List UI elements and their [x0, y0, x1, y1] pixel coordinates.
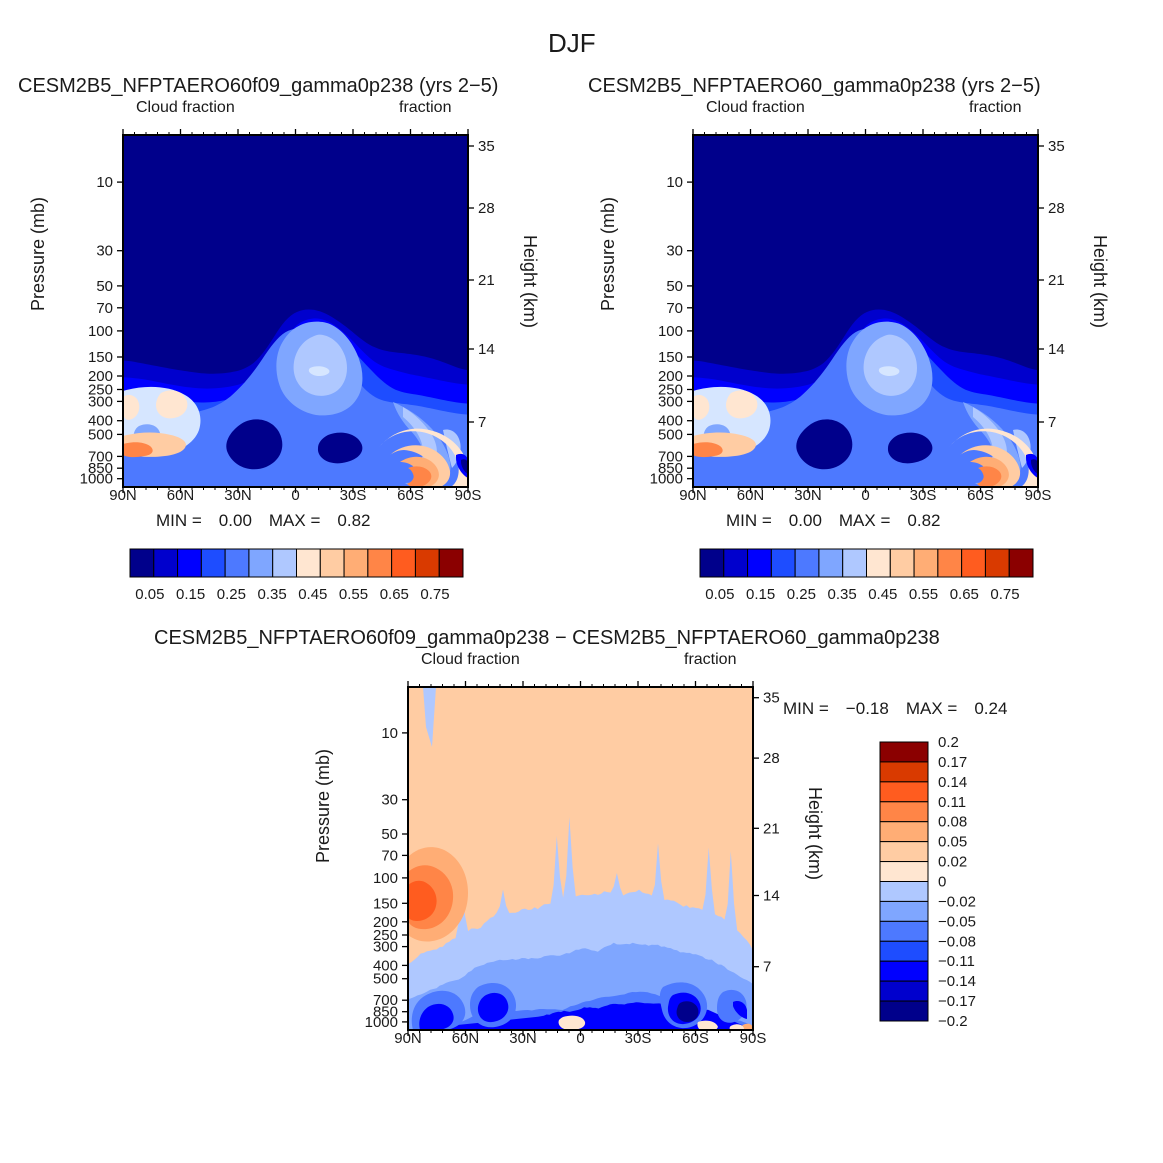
svg-text:−0.2: −0.2: [938, 1013, 968, 1030]
svg-text:50: 50: [666, 278, 683, 295]
svg-text:60S: 60S: [397, 487, 424, 504]
svg-text:0.14: 0.14: [938, 774, 967, 791]
svg-text:100: 100: [373, 870, 398, 887]
svg-text:100: 100: [658, 323, 683, 340]
svg-text:0.65: 0.65: [950, 586, 979, 603]
svg-text:0.35: 0.35: [257, 586, 286, 603]
svg-text:1000: 1000: [650, 471, 683, 488]
svg-text:28: 28: [763, 750, 780, 767]
svg-text:0.11: 0.11: [938, 794, 966, 811]
svg-text:300: 300: [658, 393, 683, 410]
svg-text:70: 70: [96, 300, 113, 317]
svg-text:1000: 1000: [365, 1014, 398, 1031]
svg-text:10: 10: [381, 725, 398, 742]
svg-text:0.45: 0.45: [298, 586, 327, 603]
svg-text:60N: 60N: [452, 1030, 480, 1047]
svg-text:0: 0: [291, 487, 299, 504]
svg-text:30N: 30N: [224, 487, 252, 504]
svg-text:35: 35: [763, 690, 780, 707]
svg-text:500: 500: [88, 426, 113, 443]
svg-text:50: 50: [96, 278, 113, 295]
svg-text:0.02: 0.02: [938, 854, 967, 871]
svg-text:150: 150: [658, 349, 683, 366]
svg-text:0.15: 0.15: [746, 586, 775, 603]
svg-text:10: 10: [96, 174, 113, 191]
svg-text:300: 300: [373, 939, 398, 956]
svg-text:35: 35: [1048, 138, 1065, 155]
svg-text:21: 21: [1048, 272, 1065, 289]
svg-text:0.75: 0.75: [420, 586, 449, 603]
svg-text:60N: 60N: [737, 487, 765, 504]
svg-text:50: 50: [381, 826, 398, 843]
svg-text:30: 30: [666, 243, 683, 260]
svg-text:70: 70: [666, 300, 683, 317]
svg-text:90N: 90N: [679, 487, 707, 504]
svg-text:14: 14: [1048, 341, 1065, 358]
svg-text:0.25: 0.25: [787, 586, 816, 603]
svg-text:−0.14: −0.14: [938, 973, 976, 990]
svg-text:30: 30: [381, 792, 398, 809]
svg-text:1000: 1000: [80, 471, 113, 488]
svg-text:0.55: 0.55: [339, 586, 368, 603]
svg-text:30N: 30N: [794, 487, 822, 504]
svg-text:0.15: 0.15: [176, 586, 205, 603]
svg-text:0: 0: [938, 874, 946, 891]
svg-text:28: 28: [478, 200, 495, 217]
svg-text:−0.11: −0.11: [938, 953, 975, 970]
svg-text:30S: 30S: [910, 487, 937, 504]
svg-text:21: 21: [763, 820, 780, 837]
svg-text:90S: 90S: [1025, 487, 1052, 504]
svg-text:60N: 60N: [167, 487, 195, 504]
svg-text:0.08: 0.08: [938, 814, 967, 831]
svg-text:−0.08: −0.08: [938, 933, 976, 950]
svg-text:14: 14: [763, 888, 780, 905]
svg-text:0.75: 0.75: [990, 586, 1019, 603]
svg-text:0.65: 0.65: [380, 586, 409, 603]
svg-text:0.2: 0.2: [938, 734, 959, 751]
svg-text:7: 7: [763, 959, 771, 976]
svg-text:0: 0: [576, 1030, 584, 1047]
svg-text:0.45: 0.45: [868, 586, 897, 603]
svg-text:300: 300: [88, 393, 113, 410]
svg-text:7: 7: [1048, 414, 1056, 431]
svg-text:30S: 30S: [625, 1030, 652, 1047]
svg-text:0: 0: [861, 487, 869, 504]
svg-text:90S: 90S: [740, 1030, 767, 1047]
svg-text:90N: 90N: [109, 487, 137, 504]
svg-text:0.35: 0.35: [827, 586, 856, 603]
svg-text:0.05: 0.05: [938, 834, 967, 851]
svg-text:500: 500: [658, 426, 683, 443]
svg-text:150: 150: [88, 349, 113, 366]
svg-text:7: 7: [478, 414, 486, 431]
svg-text:28: 28: [1048, 200, 1065, 217]
svg-text:0.05: 0.05: [705, 586, 734, 603]
svg-text:35: 35: [478, 138, 495, 155]
svg-text:60S: 60S: [682, 1030, 709, 1047]
svg-text:−0.02: −0.02: [938, 893, 976, 910]
svg-text:−0.17: −0.17: [938, 993, 976, 1010]
svg-text:70: 70: [381, 847, 398, 864]
svg-text:0.25: 0.25: [217, 586, 246, 603]
svg-text:14: 14: [478, 341, 495, 358]
svg-text:30S: 30S: [340, 487, 367, 504]
svg-text:150: 150: [373, 895, 398, 912]
svg-text:0.05: 0.05: [135, 586, 164, 603]
svg-text:100: 100: [88, 323, 113, 340]
svg-text:90N: 90N: [394, 1030, 422, 1047]
svg-text:60S: 60S: [967, 487, 994, 504]
svg-text:30: 30: [96, 243, 113, 260]
svg-text:21: 21: [478, 272, 495, 289]
svg-text:0.17: 0.17: [938, 754, 967, 771]
svg-text:10: 10: [666, 174, 683, 191]
svg-text:−0.05: −0.05: [938, 913, 976, 930]
svg-text:500: 500: [373, 971, 398, 988]
svg-text:0.55: 0.55: [909, 586, 938, 603]
svg-text:30N: 30N: [509, 1030, 537, 1047]
svg-text:90S: 90S: [455, 487, 482, 504]
